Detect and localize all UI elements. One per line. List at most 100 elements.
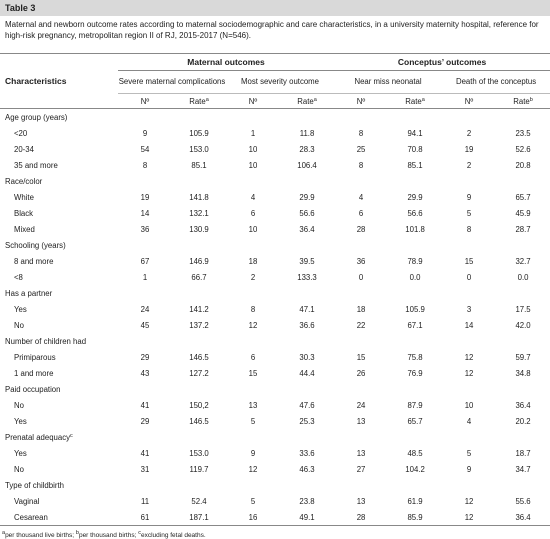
cell: 105.9 [189,128,209,138]
cell: 0.0 [517,272,529,282]
cell: 29 [140,416,150,426]
cell: 36 [140,224,150,234]
data-row: No 31 119.7 12 46.3 27 104.2 9 34.7 [0,461,550,477]
cell: 9 [250,448,256,458]
data-row: 8 and more 67 146.9 18 39.5 36 78.9 15 32.7 [0,253,550,269]
cell: 29.9 [299,192,315,202]
cell: 4 [250,192,256,202]
section-label: Number of children had [0,333,550,349]
cell: 13 [356,448,366,458]
header-column: Ratea [388,93,443,109]
cell: 8 [358,128,364,138]
cell: 18.7 [515,448,531,458]
cell: 67.1 [407,320,423,330]
cell: 39.5 [299,256,315,266]
cell: 23.8 [299,496,315,506]
cell: 12 [464,496,474,506]
cell: 10 [248,160,258,170]
data-row: White 19 141.8 4 29.9 4 29.9 9 65.7 [0,189,550,205]
cell: 2 [250,272,256,282]
table-title: Table 3 [0,0,550,16]
cell: 45.9 [515,208,531,218]
footnote-mark: c [70,432,73,439]
row-label: Yes [14,448,27,458]
cell: 146.5 [189,352,209,362]
header-column: Rateb [496,93,550,109]
cell: 2 [466,160,472,170]
cell: 52.6 [515,144,531,154]
column-label: Nº [356,96,366,106]
cell: 12 [464,368,474,378]
cell: 11.8 [299,128,315,138]
cell: 65.7 [407,416,423,426]
section-row: Race/color [0,173,550,189]
cell: 18 [248,256,258,266]
cell: 31 [140,464,150,474]
cell: 8 [142,160,148,170]
footnote-mark: a [313,96,317,103]
cell: 17.5 [515,304,531,314]
cell: 146.5 [189,416,209,426]
cell: 15 [464,256,474,266]
row-label: Vaginal [14,496,40,506]
cell: 1 [142,272,148,282]
cell: 47.6 [299,400,315,410]
cell: 20.8 [515,160,531,170]
row-label: 35 and more [14,160,58,170]
cell: 141.8 [189,192,209,202]
cell: 32.7 [515,256,531,266]
header-row: Severe maternal complications Most severi… [0,70,550,94]
cell: 4 [358,192,364,202]
header-row: Characteristics Maternal outcomes Conceptu… [0,53,550,109]
row-label: No [14,464,24,474]
cell: 67 [140,256,150,266]
footnote-text: per thousand live births; [5,532,75,539]
cell: 127.2 [189,368,209,378]
cell: 54 [140,144,150,154]
column-label: Rate [297,96,314,106]
cell: 141.2 [189,304,209,314]
cell: 18 [356,304,366,314]
section-label-text: Race/color [5,176,43,186]
section-row: Paid occupation [0,381,550,397]
section-label-text: Age group (years) [5,112,68,122]
row-label: No [14,400,24,410]
cell: 8 [358,160,364,170]
cell: 28 [356,224,366,234]
cell: 2 [466,128,472,138]
header-outcome: Severe maternal complications [118,70,226,94]
column-label: Rate [189,96,206,106]
row-label: Cesarean [0,509,118,526]
cell: 52.4 [191,496,207,506]
cell: 85.1 [191,160,207,170]
cell: 59.7 [515,352,531,362]
cell: 153.0 [189,448,209,458]
data-row: Black 14 132.1 6 56.6 6 56.6 5 45.9 [0,205,550,221]
cell: 23.5 [515,128,531,138]
cell: 130.9 [189,224,209,234]
cell: 94.1 [407,128,423,138]
cell: 12 [442,509,497,526]
cell: 1 [250,128,256,138]
cell: 16 [226,509,280,526]
row-label: <20 [14,128,28,138]
cell: 13 [356,416,366,426]
table-caption: Maternal and newborn outcome rates accor… [5,20,539,40]
footnote-text: per thousand births; [78,532,137,539]
section-label-text: Type of childbirth [5,480,64,490]
section-row: Number of children had [0,333,550,349]
data-row: <20 9 105.9 1 11.8 8 94.1 2 23.5 [0,125,550,141]
data-row: 1 and more 43 127.2 15 44.4 26 76.9 12 34.8 [0,365,550,381]
cell: 6 [358,208,364,218]
row-label: White [14,192,34,202]
section-row: Type of childbirth [0,477,550,493]
cell: 6 [250,208,256,218]
cell: 75.8 [407,352,423,362]
cell: 8 [250,304,256,314]
header-group: Maternal outcomes [118,53,335,71]
cell: 61 [118,509,172,526]
header-group: Conceptus’ outcomes [334,53,550,71]
header-row: Nº Ratea Nº Ratea Nº Ratea Nº Rateb [0,93,550,109]
cell: 5 [250,416,256,426]
section-row: Age group (years) [0,109,550,126]
